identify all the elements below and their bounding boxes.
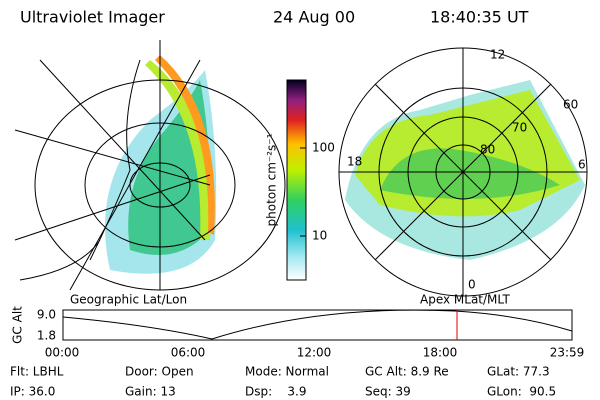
caption: Geographic Lat/Lon	[70, 293, 187, 307]
tick-label: 100	[312, 141, 335, 155]
time-label: 12:00	[297, 346, 332, 360]
lat-label: 60	[563, 98, 578, 112]
footer-field: Flt: LBHL	[10, 365, 64, 379]
footer-field: GC Alt: 8.9 Re	[365, 365, 449, 379]
caption: Apex MLat/MLT	[420, 293, 510, 307]
footer-field: GLat: 77.3	[487, 365, 550, 379]
footer-field: GLon: 90.5	[487, 385, 556, 399]
time-label: 00:00	[45, 346, 80, 360]
footer: Flt: LBHL Door: Open Mode: Normal GC Alt: 8…	[10, 365, 556, 399]
y-label: 9.0	[37, 308, 56, 322]
time-label: 06:00	[171, 346, 206, 360]
mlt-label: 0	[468, 278, 476, 292]
lat-label: 70	[512, 121, 527, 135]
footer-field: Gain: 13	[125, 385, 176, 399]
left-map: Geographic Lat/Lon	[14, 40, 286, 307]
instrument: Ultraviolet Imager	[20, 8, 165, 27]
tick-label: 10	[312, 229, 327, 243]
right-map: 12 6 18 0 60 70 80 Apex MLat/MLT	[338, 47, 588, 307]
footer-field: IP: 36.0	[10, 385, 55, 399]
date: 24 Aug 00	[273, 8, 355, 27]
colorbar: 100 10 photon cm⁻²s⁻¹	[265, 79, 335, 281]
time-label: 18:00	[423, 346, 458, 360]
footer-field: Door: Open	[125, 365, 194, 379]
footer-field: Seq: 39	[365, 385, 411, 399]
timeline: GC Alt 9.0 1.8 00:00 06:00 12:00 18:00 2…	[11, 306, 585, 360]
footer-field: Mode: Normal	[245, 365, 329, 379]
lat-label: 80	[480, 143, 495, 157]
y-label: 1.8	[37, 329, 56, 343]
mlt-label: 18	[347, 155, 362, 169]
mlt-label: 12	[490, 48, 505, 62]
mlt-label: 6	[578, 158, 586, 172]
colorbar-label: photon cm⁻²s⁻¹	[265, 133, 279, 226]
header: Ultraviolet Imager 24 Aug 00 18:40:35 UT	[20, 8, 529, 27]
footer-field: Dsp: 3.9	[245, 385, 307, 399]
axis-label: GC Alt	[11, 306, 25, 344]
time-label: 23:59	[550, 346, 585, 360]
time: 18:40:35 UT	[430, 8, 529, 27]
